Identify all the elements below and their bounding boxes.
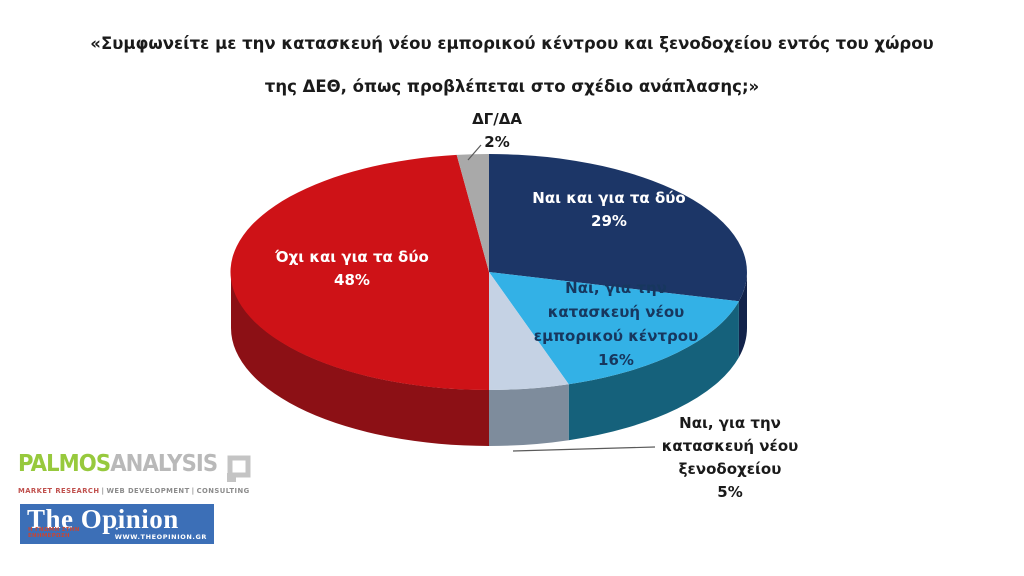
slice-label-yes-hotel: Ναι, για την κατασκευή νέου ξενοδοχείου … bbox=[650, 412, 810, 504]
slice-label-text: ΔΓ/ΔΑ bbox=[472, 110, 522, 128]
the-opinion-logo: The Opinion Η ΓΝΩΜΗ ΣΤΗΝ ΕΝΗΜΕΡΩΣΗ WWW.T… bbox=[20, 504, 214, 544]
pie-slice-top-4 bbox=[456, 153, 489, 272]
tagline-separator: | bbox=[101, 487, 105, 495]
pie-slice-side-3 bbox=[231, 272, 489, 446]
the-opinion-website: WWW.THEOPINION.GR bbox=[115, 525, 207, 541]
slice-label-yes-mall: Ναι, για την κατασκευή νέου εμπορικού κέ… bbox=[529, 276, 704, 372]
tagline-separator: | bbox=[191, 487, 195, 495]
palmos-tagline: MARKET RESEARCH | WEB DEVELOPMENT | CONSULTI… bbox=[18, 487, 252, 495]
slice-label-text: Ναι, για την κατασκευή νέου εμπορικού κέ… bbox=[533, 279, 699, 345]
chart-title-line1: «Συμφωνείτε με την κατασκευή νέου εμπορι… bbox=[90, 34, 934, 53]
pie-slice-top-2 bbox=[489, 272, 569, 390]
pie-slice-top-1 bbox=[489, 272, 739, 385]
palmos-analysis-logo: PALMOSANALYSIS MARKET RESEARCH | WEB DEVEL… bbox=[18, 453, 252, 495]
slice-label-pct: 48% bbox=[334, 271, 370, 289]
palmos-square-icon bbox=[227, 455, 251, 482]
palmos-tagline-part3: CONSULTING bbox=[196, 487, 250, 495]
palmos-name-secondary: ANALYSIS bbox=[110, 451, 218, 477]
slice-label-text: Όχι και για τα δύο bbox=[275, 248, 429, 266]
slice-label-no-both: Όχι και για τα δύο 48% bbox=[250, 246, 455, 292]
pie-slice-top-3 bbox=[230, 154, 489, 391]
chart-title: «Συμφωνείτε με την κατασκευή νέου εμπορι… bbox=[0, 22, 1024, 108]
slice-label-pct: 5% bbox=[717, 483, 743, 501]
pie-slice-side-0 bbox=[738, 272, 747, 358]
slice-label-text: Ναι και για τα δύο bbox=[532, 189, 686, 207]
pie-slice-side-2 bbox=[489, 384, 569, 446]
slice-label-pct: 16% bbox=[598, 351, 634, 369]
slice-label-dgda: ΔΓ/ΔΑ 2% bbox=[432, 108, 562, 154]
slice-label-pct: 29% bbox=[591, 212, 627, 230]
palmos-name-primary: PALMOS bbox=[18, 451, 111, 477]
palmos-tagline-part1: MARKET RESEARCH bbox=[18, 487, 100, 495]
slice-label-text: Ναι, για την κατασκευή νέου ξενοδοχείου bbox=[661, 414, 799, 478]
pie-slice-top-0 bbox=[489, 154, 747, 302]
leader-line-hotel bbox=[512, 446, 656, 452]
slice-label-pct: 2% bbox=[484, 133, 510, 151]
leader-line-dgda bbox=[467, 144, 482, 161]
slice-label-yes-both: Ναι και για τα δύο 29% bbox=[517, 187, 702, 233]
palmos-tagline-part2: WEB DEVELOPMENT bbox=[106, 487, 190, 495]
chart-title-line2: της ΔΕΘ, όπως προβλέπεται στο σχέδιο ανά… bbox=[264, 77, 760, 96]
the-opinion-tagline: Η ΓΝΩΜΗ ΣΤΗΝ ΕΝΗΜΕΡΩΣΗ bbox=[28, 527, 80, 539]
pie-slice-side-1 bbox=[568, 301, 739, 441]
palmos-logo-text: PALMOSANALYSIS bbox=[18, 451, 218, 477]
